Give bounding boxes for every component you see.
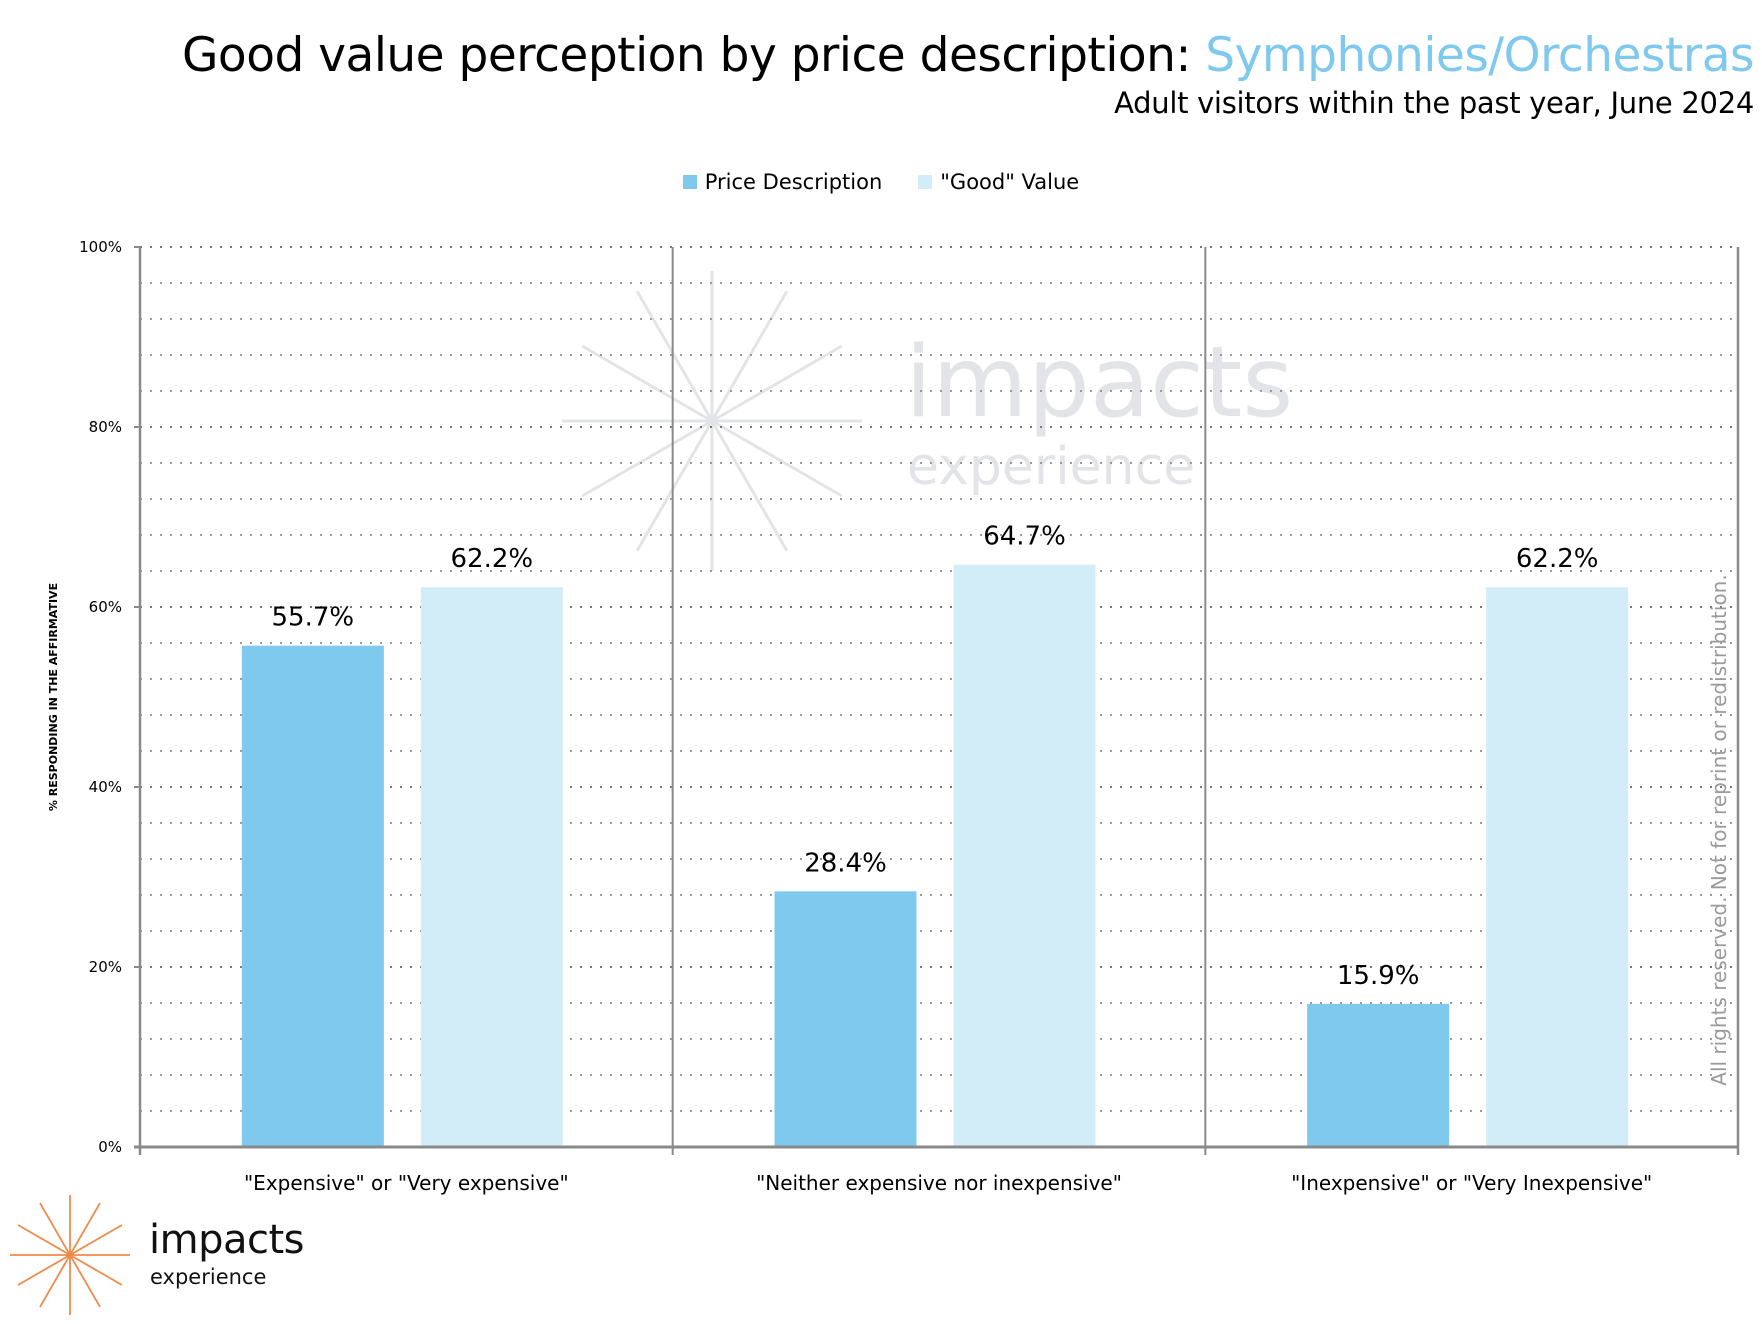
logo-tagline: experience bbox=[150, 1265, 267, 1289]
data-label-good-value-2: 64.7% bbox=[983, 522, 1066, 552]
data-label-good-value-3: 62.2% bbox=[1516, 544, 1599, 574]
chart-title-accent: Symphonies/Orchestras bbox=[1205, 28, 1754, 83]
y-tick-label: 80% bbox=[89, 418, 122, 436]
logo-center-dot bbox=[66, 1251, 74, 1259]
legend-item-good-value: "Good" Value bbox=[918, 170, 1079, 194]
y-axis-title: % RESPONDING IN THE AFFIRMATIVE bbox=[47, 583, 60, 811]
x-category-label-2: "Neither expensive nor inexpensive" bbox=[756, 1171, 1122, 1195]
logo-starburst-icon bbox=[10, 1195, 130, 1315]
bars bbox=[241, 564, 1629, 1147]
legend: Price Description "Good" Value bbox=[0, 170, 1762, 194]
watermark-ray bbox=[581, 344, 843, 498]
data-label-price-description-1: 55.7% bbox=[272, 603, 355, 633]
y-tick-label: 60% bbox=[89, 598, 122, 616]
chart-subtitle: Adult visitors within the past year, Jun… bbox=[1114, 86, 1754, 120]
legend-swatch-good-value bbox=[918, 175, 933, 189]
legend-label-price-description: Price Description bbox=[704, 170, 883, 194]
rights-notice: All rights reserved. Not for reprint or … bbox=[1707, 574, 1731, 1085]
legend-label-good-value: "Good" Value bbox=[940, 170, 1080, 194]
labels: 55.7% 62.2% "Expensive" or "Very expensive… bbox=[47, 238, 1731, 1195]
chart-title: Good value perception by price descripti… bbox=[182, 28, 1754, 83]
bar-price-description-3 bbox=[1307, 1003, 1450, 1147]
legend-item-price-description: Price Description bbox=[682, 170, 883, 194]
bar-good-value-1 bbox=[420, 587, 563, 1147]
y-tick-label: 100% bbox=[79, 238, 122, 256]
bar-price-description-1 bbox=[241, 645, 384, 1147]
y-tick-label: 0% bbox=[98, 1138, 122, 1156]
logo-wordmark: impacts bbox=[149, 1217, 305, 1263]
bar-good-value-2 bbox=[953, 564, 1096, 1147]
chart-title-prefix: Good value perception by price descripti… bbox=[182, 28, 1206, 83]
bar-good-value-3 bbox=[1486, 587, 1629, 1147]
axes bbox=[134, 246, 1740, 1155]
watermark-text-experience: experience bbox=[907, 437, 1195, 497]
y-tick-label: 40% bbox=[89, 778, 122, 796]
x-category-label-3: "Inexpensive" or "Very Inexpensive" bbox=[1291, 1171, 1652, 1195]
legend-swatch-price-description bbox=[682, 175, 697, 189]
x-category-label-1: "Expensive" or "Very expensive" bbox=[244, 1171, 569, 1195]
data-label-price-description-3: 15.9% bbox=[1337, 961, 1420, 991]
watermark-text-impacts: impacts bbox=[905, 326, 1293, 440]
data-label-good-value-1: 62.2% bbox=[451, 544, 534, 574]
y-tick-label: 20% bbox=[89, 958, 122, 976]
bar-price-description-2 bbox=[774, 891, 917, 1147]
data-label-price-description-2: 28.4% bbox=[804, 848, 887, 878]
gridlines bbox=[140, 246, 1738, 1112]
